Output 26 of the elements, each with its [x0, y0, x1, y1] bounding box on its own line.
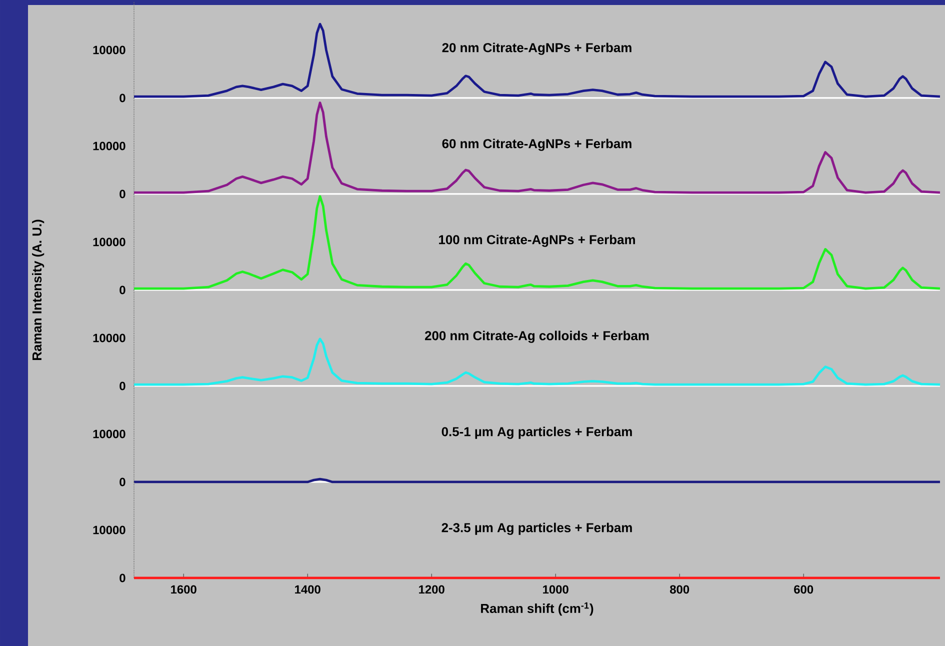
y-tick-label: 0: [120, 574, 126, 582]
y-tick-label: 0: [120, 382, 126, 390]
text: 100 nm Citrate-AgNPs + Ferbam: [439, 234, 635, 247]
y-tick-label: 10000: [93, 430, 126, 438]
x-tick-label: 1400: [295, 585, 320, 594]
x-tick-label: 1200: [419, 585, 444, 594]
text: 0.5-1 µm Ag particles + Ferbam: [442, 426, 632, 439]
text: 2-3.5 µm Ag particles + Ferbam: [442, 522, 632, 535]
y-tick-label: 0: [120, 190, 126, 198]
y-tick-label: 10000: [93, 334, 126, 342]
y-tick-label: 10000: [93, 46, 126, 54]
x-tick-label: 1000: [543, 585, 568, 594]
x-axis-title: Raman shift (cm$^{-1}$): [481, 602, 594, 616]
text: 20 nm Citrate-AgNPs + Ferbam: [442, 42, 632, 55]
y-tick-label: 10000: [93, 526, 126, 534]
x-tick-label: 800: [670, 585, 690, 594]
text: 200 nm Citrate-Ag colloids + Ferbam: [424, 330, 649, 343]
y-axis-title: Raman Intensity (A. U.): [32, 220, 44, 360]
text: 60 nm Citrate-AgNPs + Ferbam: [442, 138, 632, 151]
y-tick-label: 0: [120, 478, 126, 486]
y-tick-label: 0: [120, 286, 126, 294]
x-tick-label: 600: [794, 585, 814, 594]
x-tick-label: 1600: [171, 585, 196, 594]
y-tick-label: 0: [120, 94, 126, 102]
y-tick-label: 10000: [93, 238, 126, 246]
y-tick-label: 10000: [93, 142, 126, 150]
